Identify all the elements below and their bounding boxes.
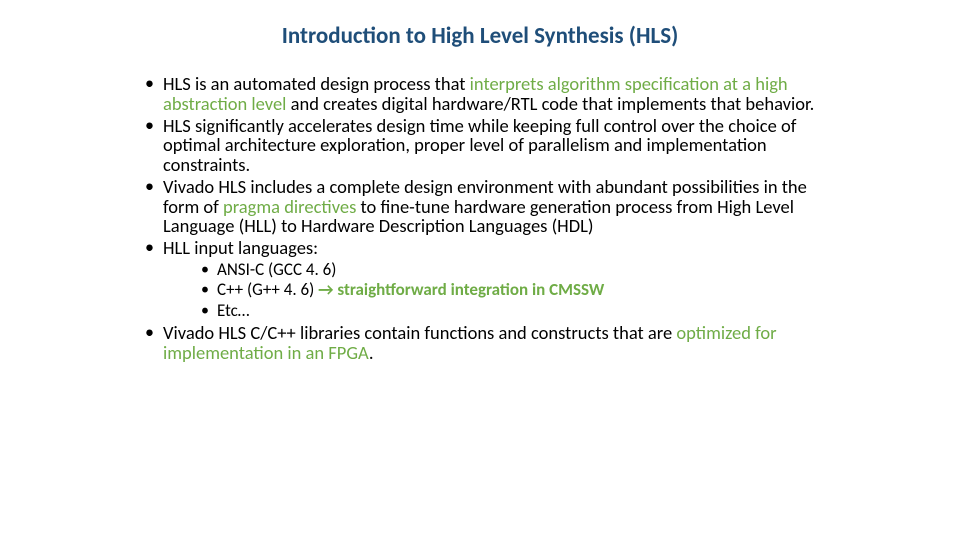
sub-bullet-item: Etc…: [201, 301, 825, 321]
sub-bullet-text: C++ (G++ 4. 6): [217, 279, 318, 300]
bullet-item: Vivado HLS includes a complete design en…: [145, 177, 825, 236]
bullet-text: HLL input languages:: [163, 236, 318, 259]
slide-title: Introduction to High Level Synthesis (HL…: [0, 22, 960, 50]
arrow-icon: →: [318, 279, 333, 300]
bullet-text: HLS significantly accelerates design tim…: [163, 114, 796, 177]
sub-bullet-text: ANSI-C (GCC 4. 6): [217, 259, 336, 280]
bullet-item: HLS significantly accelerates design tim…: [145, 116, 825, 175]
sub-bullet-item: C++ (G++ 4. 6) → straightforward integra…: [201, 280, 825, 300]
slide-content: HLS is an automated design process that …: [0, 74, 960, 363]
bullet-item: Vivado HLS C/C++ libraries contain funct…: [145, 323, 825, 363]
sub-bullet-text: Etc…: [217, 300, 250, 321]
slide: Introduction to High Level Synthesis (HL…: [0, 0, 960, 540]
highlight-text: straightforward integration in CMSSW: [334, 279, 605, 300]
bullet-text: and creates digital hardware/RTL code th…: [291, 92, 815, 115]
sub-bullet-list: ANSI-C (GCC 4. 6) C++ (G++ 4. 6) → strai…: [163, 260, 825, 321]
bullet-list: HLS is an automated design process that …: [145, 74, 825, 363]
bullet-item: HLL input languages: ANSI-C (GCC 4. 6) C…: [145, 238, 825, 321]
sub-bullet-item: ANSI-C (GCC 4. 6): [201, 260, 825, 280]
bullet-item: HLS is an automated design process that …: [145, 74, 825, 114]
bullet-text: .: [369, 341, 374, 364]
